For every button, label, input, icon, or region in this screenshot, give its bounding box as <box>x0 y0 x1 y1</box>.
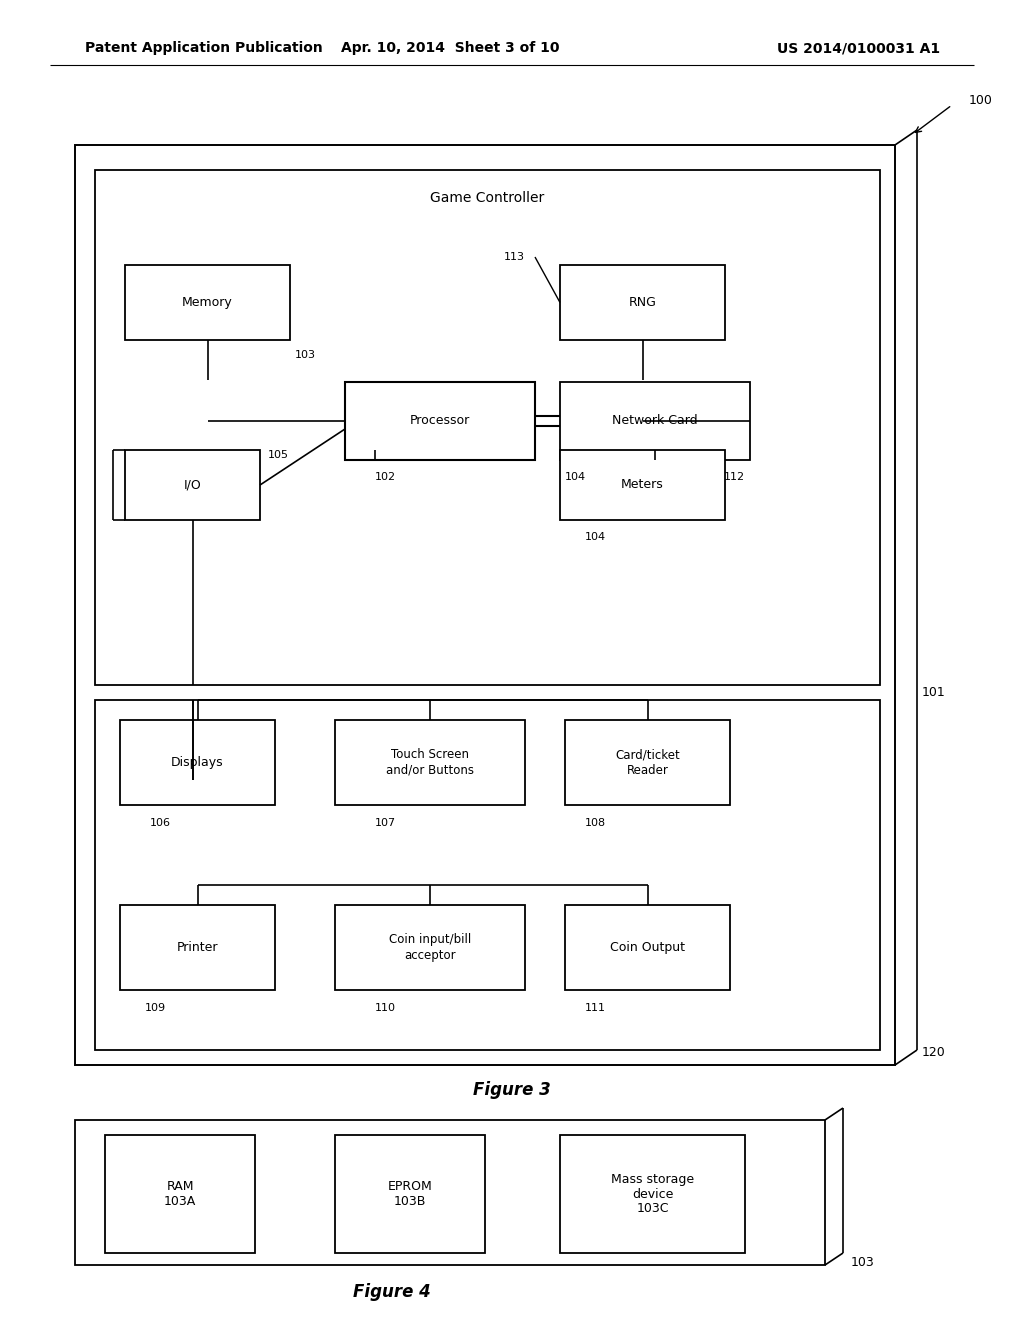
Text: Patent Application Publication: Patent Application Publication <box>85 41 323 55</box>
Bar <box>75 145 895 1065</box>
Text: 102: 102 <box>375 473 396 482</box>
Text: Figure 4: Figure 4 <box>353 1283 431 1302</box>
Text: 107: 107 <box>375 818 396 828</box>
Text: Memory: Memory <box>182 296 232 309</box>
Text: Coin Output: Coin Output <box>610 941 685 954</box>
Bar <box>120 719 275 805</box>
Bar <box>120 906 275 990</box>
Text: 108: 108 <box>585 818 606 828</box>
Text: Apr. 10, 2014  Sheet 3 of 10: Apr. 10, 2014 Sheet 3 of 10 <box>341 41 559 55</box>
Text: 106: 106 <box>150 818 171 828</box>
Bar <box>125 265 290 341</box>
Bar <box>560 381 750 459</box>
Text: US 2014/0100031 A1: US 2014/0100031 A1 <box>777 41 940 55</box>
Text: 100: 100 <box>969 94 993 107</box>
Bar <box>565 719 730 805</box>
Bar <box>345 381 535 459</box>
Text: Game Controller: Game Controller <box>430 191 545 205</box>
Bar <box>560 265 725 341</box>
Bar <box>105 1135 255 1253</box>
Text: 103: 103 <box>295 350 316 360</box>
Bar <box>95 170 880 685</box>
Bar <box>335 906 525 990</box>
Text: Touch Screen
and/or Buttons: Touch Screen and/or Buttons <box>386 748 474 776</box>
Text: Card/ticket
Reader: Card/ticket Reader <box>615 748 680 776</box>
Text: Displays: Displays <box>171 756 224 770</box>
Text: 112: 112 <box>724 473 745 482</box>
Text: Printer: Printer <box>177 941 218 954</box>
Text: Figure 3: Figure 3 <box>473 1081 551 1100</box>
Text: 120: 120 <box>922 1047 946 1060</box>
Text: 113: 113 <box>504 252 525 261</box>
Text: Mass storage
device
103C: Mass storage device 103C <box>611 1172 694 1216</box>
Text: RAM
103A: RAM 103A <box>164 1180 197 1208</box>
Text: EPROM
103B: EPROM 103B <box>388 1180 432 1208</box>
Text: Processor: Processor <box>410 414 470 428</box>
Text: Network Card: Network Card <box>612 414 697 428</box>
Text: Coin input/bill
acceptor: Coin input/bill acceptor <box>389 933 471 961</box>
Text: RNG: RNG <box>629 296 656 309</box>
Bar <box>335 1135 485 1253</box>
Text: 110: 110 <box>375 1003 396 1012</box>
Bar <box>335 719 525 805</box>
Bar <box>565 906 730 990</box>
Bar <box>95 700 880 1049</box>
Text: I/O: I/O <box>183 479 202 491</box>
Text: 111: 111 <box>585 1003 606 1012</box>
Text: 101: 101 <box>922 685 946 698</box>
Text: 105: 105 <box>268 450 289 459</box>
Text: 109: 109 <box>145 1003 166 1012</box>
Text: 104: 104 <box>565 473 586 482</box>
Text: Meters: Meters <box>622 479 664 491</box>
Bar <box>75 1119 825 1265</box>
Text: 103: 103 <box>851 1257 874 1269</box>
Text: 104: 104 <box>585 532 606 543</box>
Bar <box>560 450 725 520</box>
Bar <box>560 1135 745 1253</box>
Bar <box>125 450 260 520</box>
